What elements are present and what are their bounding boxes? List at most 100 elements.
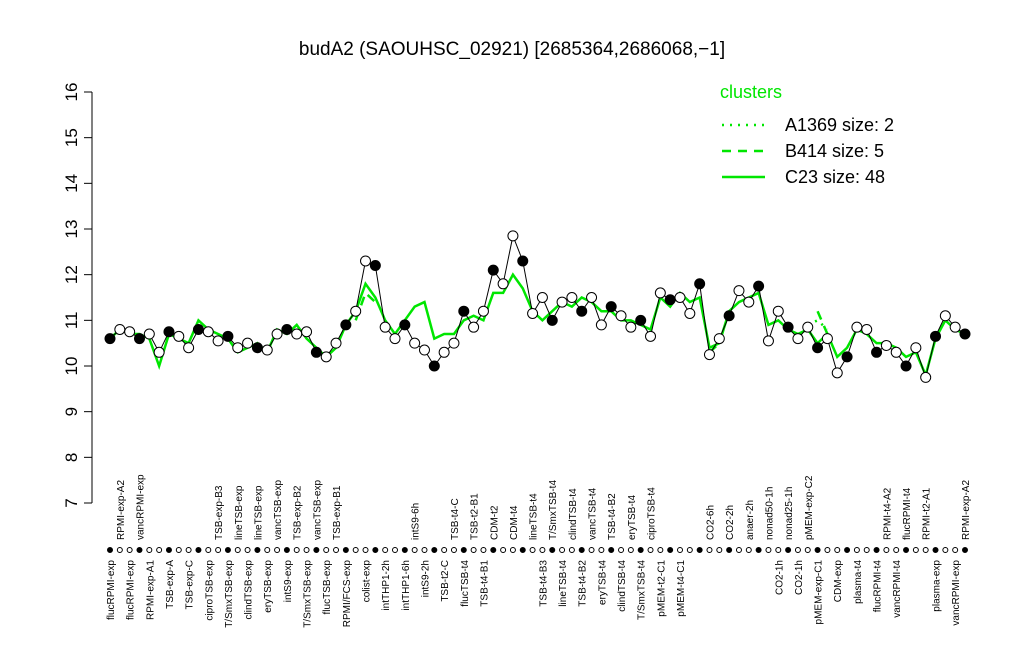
rug-dot bbox=[735, 547, 742, 553]
y-tick-label: 14 bbox=[62, 174, 81, 193]
rug-dot bbox=[932, 547, 939, 553]
rug-dot bbox=[598, 547, 605, 553]
cluster-line bbox=[109, 272, 966, 379]
x-tick-label: TSB-t4-B2 bbox=[607, 493, 618, 540]
rug-dot bbox=[352, 547, 359, 553]
x-tick-label: clindTSB-t4 bbox=[568, 488, 579, 540]
rug-dot bbox=[755, 547, 762, 553]
rug-dot bbox=[903, 547, 910, 553]
data-point bbox=[320, 351, 332, 363]
data-point bbox=[566, 292, 578, 303]
x-tick-label: nonad25-1h bbox=[784, 487, 795, 540]
x-tick-label: lineTSB-exp bbox=[253, 485, 264, 540]
data-point bbox=[635, 314, 647, 326]
y-tick-label: 11 bbox=[62, 312, 81, 330]
data-point bbox=[291, 328, 303, 340]
x-tick-label: CDM-t4 bbox=[509, 505, 520, 540]
x-tick-label: anaer-2h bbox=[745, 500, 756, 540]
data-point bbox=[703, 349, 715, 361]
rug-dot bbox=[421, 547, 428, 553]
x-tick-label: vancRPMI-exp bbox=[135, 474, 146, 540]
data-point bbox=[743, 296, 755, 308]
rug-dot bbox=[657, 547, 664, 553]
legend-label: A1369 size: 2 bbox=[785, 115, 894, 135]
x-tick-label: intS9-2h bbox=[420, 560, 431, 597]
rug-dot bbox=[529, 547, 536, 553]
data-point bbox=[556, 296, 568, 308]
rug-dot bbox=[608, 547, 615, 553]
y-tick-label: 12 bbox=[62, 265, 81, 284]
x-tick-label: TSB-exp-C bbox=[185, 560, 196, 609]
data-point bbox=[281, 323, 293, 335]
data-point bbox=[340, 319, 352, 331]
data-point bbox=[930, 330, 942, 342]
rug-dot bbox=[283, 547, 290, 553]
data-point bbox=[782, 321, 794, 333]
rug-dot bbox=[942, 547, 949, 553]
rug-dot bbox=[519, 547, 526, 553]
rug-dot bbox=[450, 547, 457, 553]
data-point bbox=[654, 287, 666, 299]
rug-dot bbox=[392, 547, 398, 553]
data-point bbox=[595, 319, 607, 331]
data-point bbox=[851, 321, 863, 333]
data-point bbox=[261, 344, 273, 356]
x-tick-label: CO2-1h bbox=[774, 560, 785, 595]
x-tick-label: flucTSB-exp bbox=[322, 560, 333, 615]
data-point bbox=[831, 367, 843, 379]
rug-dot bbox=[794, 547, 801, 553]
x-tick-label: vancTSB-exp bbox=[312, 480, 323, 540]
data-point bbox=[458, 305, 470, 317]
rug-dot bbox=[116, 547, 123, 553]
x-tick-label: intTHP1-6h bbox=[401, 560, 412, 611]
legend-label: C23 size: 48 bbox=[785, 167, 885, 187]
rug-dot bbox=[539, 547, 546, 553]
data-point bbox=[350, 305, 362, 317]
x-tick-label: eryTSB-t4 bbox=[597, 560, 608, 605]
rug-dot bbox=[244, 547, 251, 553]
x-tick-label: vancTSB-t4 bbox=[588, 487, 599, 540]
data-point bbox=[802, 321, 814, 333]
data-point bbox=[183, 342, 195, 354]
cluster-line bbox=[816, 310, 829, 335]
x-tick-label: eryTSB-exp bbox=[263, 560, 274, 613]
x-tick-label: pMEM-t4-C1 bbox=[676, 560, 687, 617]
rug-dot bbox=[136, 547, 143, 553]
rug-dot bbox=[146, 547, 153, 553]
x-tick-label: eryTSB-t4 bbox=[627, 495, 638, 540]
x-tick-label: lineTSB-exp bbox=[234, 485, 245, 540]
rug-dot bbox=[549, 547, 556, 553]
data-point bbox=[939, 310, 951, 322]
data-point bbox=[674, 292, 686, 303]
x-tick-label: CDM-exp bbox=[833, 560, 844, 603]
data-point bbox=[428, 360, 440, 372]
rug-dot bbox=[156, 547, 163, 553]
x-tick-label: TSB-t4-B2 bbox=[578, 560, 589, 607]
x-tick-label: TSB-t2-B1 bbox=[470, 493, 481, 540]
x-tick-label: T/SmxTSB-t4 bbox=[548, 480, 559, 540]
data-point bbox=[310, 346, 322, 358]
data-point bbox=[468, 321, 480, 333]
data-point bbox=[723, 310, 735, 322]
rug-dot bbox=[824, 547, 831, 553]
rug-dot bbox=[893, 547, 900, 553]
data-point bbox=[762, 335, 774, 347]
x-tick-label: TSB-exp-A bbox=[165, 560, 176, 609]
rug-dot bbox=[696, 547, 703, 553]
data-point bbox=[477, 305, 489, 317]
rug-dot bbox=[912, 547, 919, 553]
data-point bbox=[124, 326, 136, 338]
data-point bbox=[389, 333, 401, 345]
data-point bbox=[448, 337, 460, 349]
x-tick-label: RPMI/FCS-exp bbox=[342, 560, 353, 628]
data-point bbox=[212, 335, 224, 347]
chart-title: budA2 (SAOUHSC_02921) [2685364,2686068,−… bbox=[299, 39, 725, 60]
rug-dot bbox=[382, 547, 389, 553]
data-point bbox=[114, 323, 126, 335]
rug-dot bbox=[224, 547, 231, 553]
x-tick-label: TSB-exp-B1 bbox=[332, 485, 343, 540]
y-tick-label: 7 bbox=[62, 498, 81, 507]
y-tick-label: 10 bbox=[62, 357, 81, 376]
data-point bbox=[497, 278, 509, 290]
cluster-line bbox=[354, 290, 377, 321]
